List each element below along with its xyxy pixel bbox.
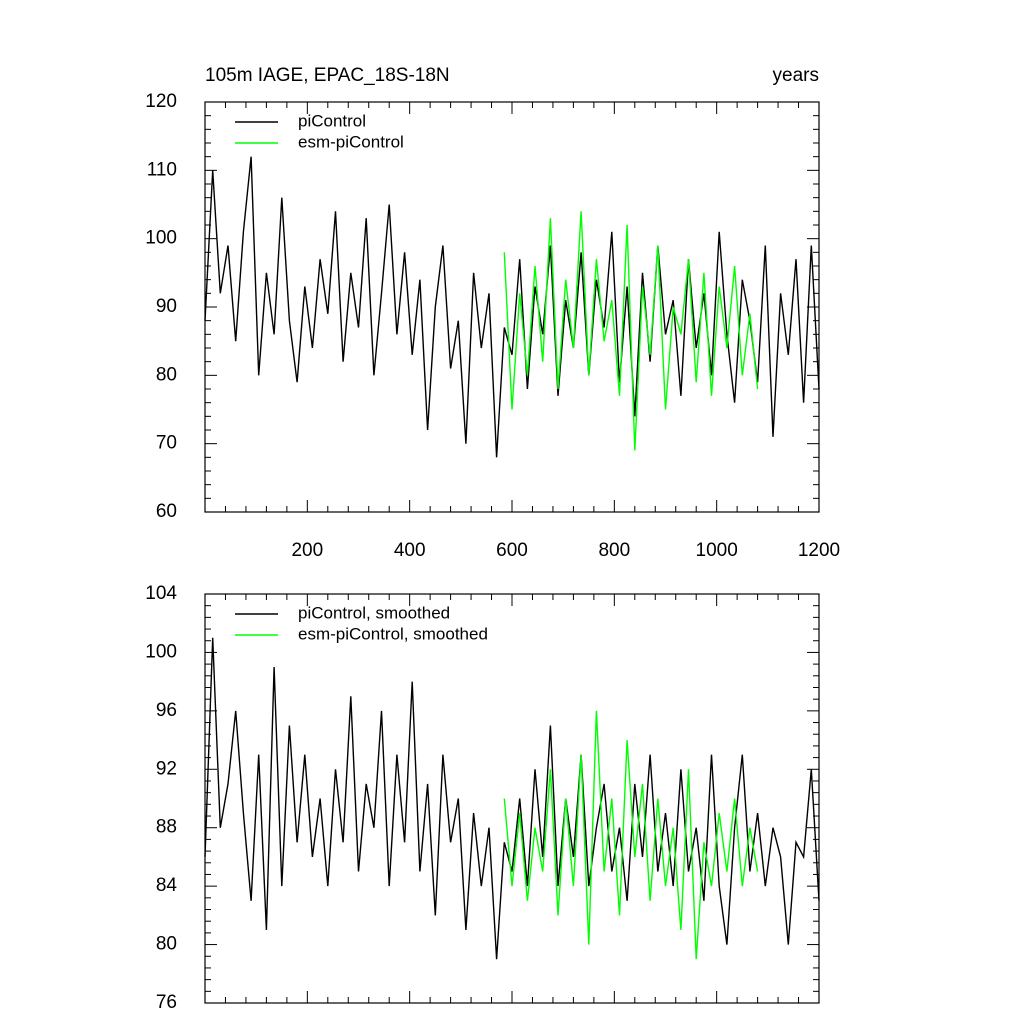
legend-label: piControl [298,111,366,130]
x-tick-label: 200 [291,540,323,561]
right-title: years [773,65,819,86]
x-tick-label: 600 [496,540,528,561]
y-tick-label: 96 [156,700,177,721]
x-tick-label: 1200 [798,540,840,561]
x-tick-label: 1000 [696,540,738,561]
y-tick-label: 60 [156,501,177,522]
y-tick-label: 70 [156,433,177,454]
y-tick-label: 92 [156,758,177,779]
plot-frame [204,593,820,1004]
legend-label: esm-piControl, smoothed [298,624,488,643]
y-tick-label: 88 [156,817,177,838]
legend-label: piControl, smoothed [298,603,450,622]
series-line [503,710,759,960]
x-tick-label: 800 [598,540,630,561]
plot-frame [204,101,820,513]
y-tick-label: 100 [145,641,177,662]
y-tick-label: 80 [156,364,177,385]
series-line [503,211,759,451]
y-tick-label: 84 [156,875,178,896]
y-tick-label: 80 [156,934,177,955]
x-tick-label: 400 [394,540,426,561]
series-line [204,637,820,960]
y-tick-label: 76 [156,992,177,1013]
chart-title: 105m IAGE, EPAC_18S-18N [205,65,450,86]
y-tick-label: 100 [145,228,177,249]
y-tick-label: 90 [156,296,177,317]
y-tick-label: 110 [147,159,177,180]
series-line [204,156,820,458]
y-tick-label: 104 [145,583,177,604]
y-tick-label: 120 [145,91,177,112]
legend-label: esm-piControl [298,132,404,151]
